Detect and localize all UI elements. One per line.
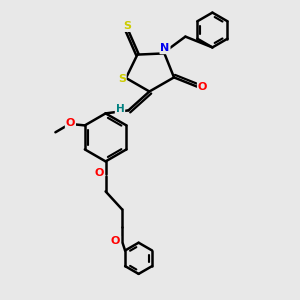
Text: N: N bbox=[160, 43, 169, 53]
Text: O: O bbox=[111, 236, 120, 246]
Text: O: O bbox=[198, 82, 207, 92]
Text: O: O bbox=[66, 118, 75, 128]
Text: S: S bbox=[123, 21, 131, 31]
Text: S: S bbox=[118, 74, 126, 84]
Text: H: H bbox=[116, 103, 124, 114]
Text: O: O bbox=[94, 168, 104, 178]
